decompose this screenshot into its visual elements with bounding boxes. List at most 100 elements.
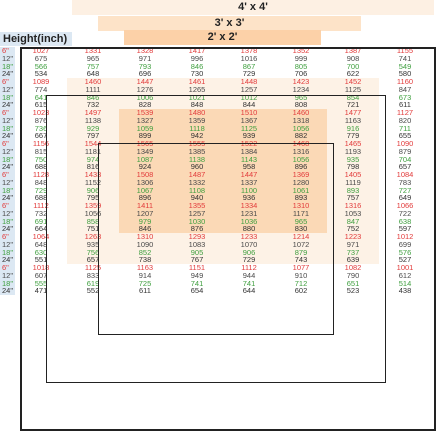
table-row: 6" 1027 1331 1328 1417 1378 1352 1387 1155: [0, 47, 431, 55]
grid-cell: 929: [67, 124, 119, 133]
grid-cell: 1359: [67, 202, 119, 210]
grid-cell: 846: [171, 62, 223, 71]
grid-cell: 471: [15, 287, 67, 295]
grid-cell: 1263: [67, 233, 119, 241]
grid-cell: 729: [15, 186, 67, 195]
grid-cell: 790: [327, 271, 379, 280]
grid-cell: 727: [379, 186, 431, 195]
grid-cell: 896: [275, 163, 327, 171]
row-height-label: 12": [0, 116, 15, 125]
grid-cell: 1064: [15, 233, 67, 241]
row-height-label: 24": [0, 287, 15, 295]
grid-cell: 1331: [67, 47, 119, 55]
table-row: 18" 630 756 852 905 906 879 737 576: [0, 248, 431, 257]
grid-cell: 1233: [223, 233, 275, 241]
grid-cell: 641: [15, 93, 67, 102]
grid-cell: 741: [379, 54, 431, 63]
row-height-label: 24": [0, 132, 15, 140]
table-row: 12" 648 935 1090 1083 1070 1072 971 699: [0, 240, 431, 249]
grid-cell: 1316: [275, 147, 327, 156]
grid-cell: 1332: [171, 178, 223, 187]
light-grid: 6" 1027 1331 1328 1417 1378 1352 1387 1155 12" 675…: [0, 47, 436, 431]
grid-cell: 1111: [67, 85, 119, 94]
grid-cell: 1369: [275, 171, 327, 179]
grid-cell: 729: [223, 256, 275, 264]
grid-cell: 1497: [67, 109, 119, 117]
grid-cell: 1108: [171, 186, 223, 195]
row-height-label: 12": [0, 209, 15, 218]
row-height-label: 18": [0, 279, 15, 288]
grid-cell: 805: [275, 62, 327, 71]
table-row: 12" 876 1138 1327 1359 1367 1318 1163 820: [0, 116, 431, 125]
table-row: 24" 688 816 924 960 958 896 798 657: [0, 163, 431, 171]
grid-cell: 657: [67, 256, 119, 264]
grid-cell: 996: [171, 54, 223, 63]
grid-cell: 1214: [275, 233, 327, 241]
grid-cell: 1207: [119, 209, 171, 218]
grid-cell: 706: [275, 70, 327, 78]
grid-cell: 675: [15, 54, 67, 63]
grid-cell: 942: [171, 132, 223, 140]
grid-cell: 551: [15, 256, 67, 264]
grid-cell: 699: [379, 240, 431, 249]
grid-cell: 924: [119, 163, 171, 171]
grid-cell: 741: [171, 279, 223, 288]
grid-cell: 1059: [119, 124, 171, 133]
table-row: 6" 1089 1460 1447 1461 1448 1423 1452 1160: [0, 78, 431, 86]
grid-cell: 1128: [15, 171, 67, 179]
table-row: 6" 1064 1263 1310 1293 1233 1214 1223 1012: [0, 233, 431, 241]
row-height-label: 6": [0, 140, 15, 148]
table-row: 24" 688 795 896 940 936 893 757 649: [0, 194, 431, 202]
grid-cell: 1125: [223, 124, 275, 133]
grid-cell: 696: [119, 70, 171, 78]
grid-cell: 1337: [223, 178, 275, 187]
grid-cell: 611: [119, 287, 171, 295]
grid-cell: 607: [15, 271, 67, 280]
grid-cell: 738: [119, 256, 171, 264]
grid-cell: 965: [67, 54, 119, 63]
grid-cell: 1125: [67, 264, 119, 272]
grid-cell: 949: [171, 271, 223, 280]
grid-cell: 1056: [67, 209, 119, 218]
grid-cell: 847: [379, 85, 431, 94]
grid-cell: 858: [67, 217, 119, 226]
grid-cell: 756: [67, 248, 119, 257]
grid-cell: 1021: [171, 93, 223, 102]
band-3x3-label: 3' x 3': [98, 16, 361, 31]
grid-cell: 816: [67, 163, 119, 171]
grid-cell: 848: [15, 178, 67, 187]
row-height-label: 6": [0, 78, 15, 86]
grid-cell: 1417: [171, 47, 223, 55]
grid-cell: 795: [67, 194, 119, 202]
grid-cell: 847: [327, 217, 379, 226]
grid-cell: 914: [119, 271, 171, 280]
table-row: 24" 664 751 846 876 880 830 752 597: [0, 225, 431, 233]
grid-cell: 750: [15, 155, 67, 164]
grid-cell: 1138: [171, 155, 223, 164]
grid-cell: 1544: [67, 140, 119, 148]
row-height-label: 24": [0, 70, 15, 78]
grid-cell: 1163: [119, 264, 171, 272]
row-height-label: 18": [0, 62, 15, 71]
grid-cell: 846: [67, 93, 119, 102]
row-height-label: 12": [0, 54, 15, 63]
grid-cell: 1355: [171, 202, 223, 210]
grid-cell: 1083: [171, 240, 223, 249]
grid-cell: 936: [223, 194, 275, 202]
grid-cell: 1090: [119, 240, 171, 249]
grid-cell: 935: [327, 155, 379, 164]
grid-cell: 1152: [67, 178, 119, 187]
grid-cell: 854: [327, 93, 379, 102]
grid-cell: 736: [15, 124, 67, 133]
grid-cell: 820: [379, 116, 431, 125]
grid-cell: 1012: [223, 93, 275, 102]
grid-cell: 815: [15, 147, 67, 156]
grid-cell: 1193: [327, 147, 379, 156]
grid-cell: 566: [15, 62, 67, 71]
table-row: 6" 1112 1359 1411 1355 1334 1310 1316 1066: [0, 202, 431, 210]
row-height-label: 12": [0, 271, 15, 280]
grid-cell: 729: [223, 70, 275, 78]
row-height-label: 6": [0, 264, 15, 272]
grid-cell: 1001: [379, 264, 431, 272]
grid-cell: 730: [171, 70, 223, 78]
